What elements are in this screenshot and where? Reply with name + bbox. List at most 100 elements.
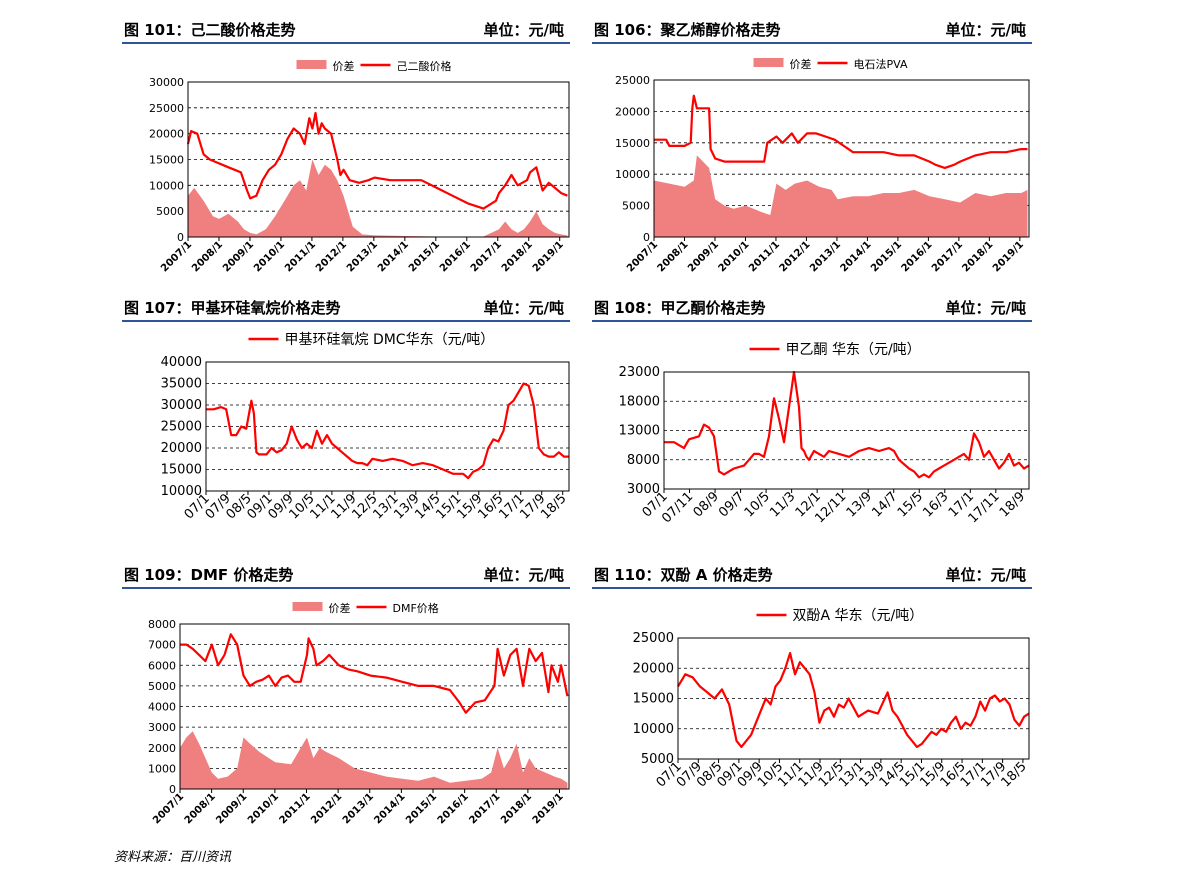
x-tick-label: 2018/1 — [499, 791, 534, 826]
chart-header-108: 图 108：甲乙酮价格走势 单位：元/吨 — [592, 296, 1032, 322]
legend: 甲乙酮 华东（元/吨） — [749, 342, 921, 358]
x-tick-label: 2012/1 — [314, 239, 349, 274]
x-tick-label: 15/5 — [895, 489, 926, 520]
plot-frame — [179, 623, 570, 790]
chart-mek: 3000800013000180002300007/107/1108/909/7… — [619, 342, 1030, 526]
series-area-价差 — [180, 731, 568, 789]
legend: 价差 己二酸价格 — [296, 59, 452, 73]
y-tick-label: 15000 — [149, 154, 184, 167]
chart-title: 图 109：DMF 价格走势 — [124, 566, 294, 584]
y-tick-label: 20000 — [615, 105, 650, 118]
x-tick-label: 2015/1 — [869, 239, 904, 274]
chart-title: 图 106：聚乙烯醇价格走势 — [594, 21, 781, 39]
y-tick-label: 4000 — [148, 701, 176, 714]
x-tick-label: 2012/1 — [309, 791, 344, 826]
chart-unit: 单位：元/吨 — [945, 566, 1026, 584]
x-tick-label: 2016/1 — [438, 239, 473, 274]
chart-header-109: 图 109：DMF 价格走势 单位：元/吨 — [122, 563, 570, 589]
y-tick-label: 5000 — [641, 752, 674, 767]
chart-title: 图 101：己二酸价格走势 — [124, 21, 296, 39]
series-line-DMF价格 — [180, 633, 569, 714]
y-tick-label: 1000 — [148, 762, 176, 775]
series-area-价差 — [188, 159, 568, 237]
x-tick-label: 14/7 — [869, 489, 900, 520]
y-tick-label: 25000 — [615, 74, 650, 87]
y-tick-label: 10000 — [161, 484, 202, 499]
y-tick-label: 18000 — [619, 394, 660, 409]
y-tick-label: 6000 — [148, 659, 176, 672]
series-line-己二酸价格 — [186, 111, 568, 210]
y-tick-label: 3000 — [627, 482, 660, 497]
chart-dmf: 0100020003000400050006000700080002007/12… — [148, 601, 570, 826]
x-tick-label: 2007/1 — [159, 239, 194, 274]
legend-label: 价差 — [333, 59, 355, 73]
y-tick-label: 25000 — [149, 102, 184, 115]
y-tick-label: 2000 — [148, 742, 176, 755]
y-tick-label: 5000 — [156, 205, 184, 218]
chart-header-106: 图 106：聚乙烯醇价格走势 单位：元/吨 — [592, 18, 1032, 44]
y-tick-label: 0 — [169, 783, 176, 796]
y-tick-label: 7000 — [148, 639, 176, 652]
x-tick-label: 2014/1 — [376, 239, 411, 274]
chart-dmc: 1000015000200002500030000350004000007/10… — [161, 331, 570, 522]
source-note: 资料来源：百川资讯 — [114, 850, 232, 865]
chart-title: 图 110：双酚 A 价格走势 — [594, 566, 773, 584]
x-tick-label: 2007/1 — [625, 239, 660, 274]
legend-swatch — [296, 60, 327, 69]
y-tick-label: 10000 — [615, 168, 650, 181]
x-tick-label: 2011/1 — [747, 239, 782, 274]
x-tick-label: 2016/1 — [900, 239, 935, 274]
legend-label: 电石法PVA — [854, 57, 908, 71]
x-tick-label: 10/5 — [742, 489, 773, 520]
x-tick-label: 13/9 — [844, 489, 875, 520]
legend-label: 己二酸价格 — [397, 59, 452, 73]
chart-header-101: 图 101：己二酸价格走势 单位：元/吨 — [122, 18, 570, 44]
x-tick-label: 2010/1 — [252, 239, 287, 274]
series-line-电石法PVA — [654, 94, 1028, 170]
y-tick-label: 0 — [177, 231, 184, 244]
y-tick-label: 5000 — [148, 680, 176, 693]
legend-swatch — [292, 602, 323, 611]
y-tick-label: 15000 — [161, 463, 202, 478]
y-tick-label: 8000 — [627, 453, 660, 468]
y-tick-label: 30000 — [149, 76, 184, 89]
legend: 双酚A 华东（元/吨） — [756, 608, 924, 624]
chart-adipic-acid: 0 5000 10000 15000 20000 25000 30000 2007/12008… — [149, 59, 570, 274]
x-tick-label: 2008/1 — [656, 239, 691, 274]
plot-frame — [205, 361, 570, 492]
chart-unit: 单位：元/吨 — [483, 21, 564, 39]
series-line-甲基环硅氧烷 DMC华东（元/吨） — [206, 382, 569, 480]
y-tick-label: 15000 — [615, 137, 650, 150]
legend-label: 甲基环硅氧烷 DMC华东（元/吨） — [285, 331, 495, 348]
x-tick-label: 2008/1 — [183, 791, 218, 826]
y-tick-label: 20000 — [149, 128, 184, 141]
x-tick-label: 2011/1 — [283, 239, 318, 274]
y-tick-label: 23000 — [619, 365, 660, 380]
y-tick-label: 0 — [643, 231, 650, 244]
x-tick-label: 2013/1 — [341, 791, 376, 826]
x-tick-label: 11/3 — [767, 489, 798, 520]
legend-label: 双酚A 华东（元/吨） — [793, 608, 924, 624]
x-tick-label: 2019/1 — [991, 239, 1026, 274]
legend-label: 价差 — [329, 601, 351, 615]
x-tick-label: 2019/1 — [531, 791, 566, 826]
y-tick-label: 25000 — [161, 420, 202, 435]
x-tick-label: 2017/1 — [469, 239, 504, 274]
chart-unit: 单位：元/吨 — [945, 299, 1026, 317]
y-tick-label: 8000 — [148, 618, 176, 631]
plot-frame — [663, 371, 1030, 490]
y-tick-label: 20000 — [633, 661, 674, 676]
legend-label: DMF价格 — [393, 601, 439, 615]
x-tick-label: 2010/1 — [246, 791, 281, 826]
x-tick-label: 2017/1 — [930, 239, 965, 274]
x-tick-label: 2014/1 — [373, 791, 408, 826]
legend: 价差 电石法PVA — [753, 57, 908, 71]
x-tick-label: 2010/1 — [717, 239, 752, 274]
y-tick-label: 20000 — [161, 441, 202, 456]
y-tick-label: 10000 — [149, 179, 184, 192]
legend-swatch — [753, 58, 784, 67]
x-tick-label: 16/3 — [920, 489, 951, 520]
x-tick-label: 2009/1 — [686, 239, 721, 274]
plot-frame — [187, 81, 570, 238]
x-tick-label: 2013/1 — [345, 239, 380, 274]
